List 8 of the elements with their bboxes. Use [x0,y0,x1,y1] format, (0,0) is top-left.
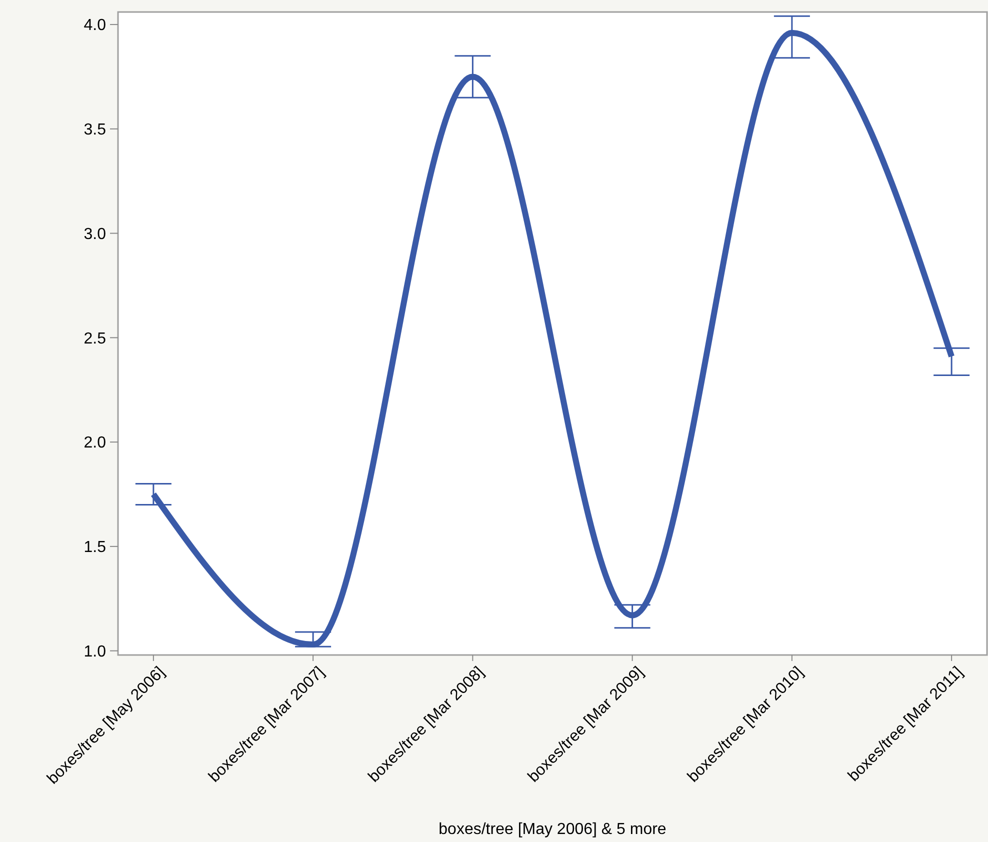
y-tick-label: 3.0 [84,226,106,243]
x-axis-title: boxes/tree [May 2006] & 5 more [438,821,666,838]
y-tick-label: 2.0 [84,434,106,452]
y-tick-label: 1.0 [84,643,106,660]
y-tick-label: 2.5 [84,330,106,348]
y-tick-label: 3.5 [84,122,106,139]
y-tick-label: 1.5 [84,539,106,556]
y-tick-label: 4.0 [84,17,106,34]
